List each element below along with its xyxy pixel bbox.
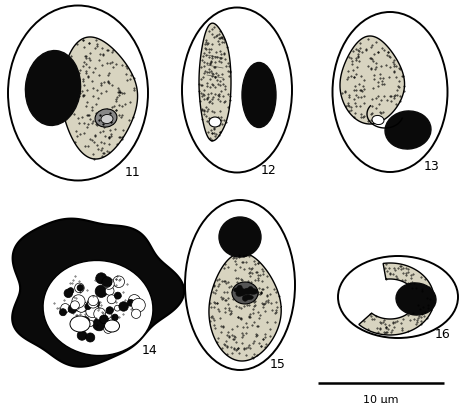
Ellipse shape xyxy=(338,256,458,338)
Polygon shape xyxy=(12,218,184,367)
Ellipse shape xyxy=(8,6,148,181)
Circle shape xyxy=(73,299,79,304)
Text: 16: 16 xyxy=(435,328,451,341)
Circle shape xyxy=(85,303,91,310)
Ellipse shape xyxy=(219,217,261,257)
Circle shape xyxy=(86,333,95,342)
Text: 12: 12 xyxy=(261,164,277,177)
Circle shape xyxy=(72,295,85,308)
Circle shape xyxy=(68,288,74,294)
Ellipse shape xyxy=(244,295,254,300)
Ellipse shape xyxy=(43,260,153,355)
Circle shape xyxy=(111,314,118,321)
Circle shape xyxy=(102,277,112,287)
Circle shape xyxy=(88,297,99,308)
Circle shape xyxy=(104,324,112,333)
Circle shape xyxy=(100,315,109,324)
Circle shape xyxy=(105,312,111,318)
Ellipse shape xyxy=(248,289,258,295)
Ellipse shape xyxy=(232,282,258,304)
Circle shape xyxy=(71,301,79,310)
Circle shape xyxy=(119,302,128,311)
Circle shape xyxy=(61,303,70,313)
Circle shape xyxy=(88,295,98,305)
Circle shape xyxy=(77,285,83,291)
Ellipse shape xyxy=(238,291,245,296)
Ellipse shape xyxy=(242,295,248,301)
Circle shape xyxy=(82,317,90,325)
Ellipse shape xyxy=(209,117,221,127)
Polygon shape xyxy=(62,37,137,159)
Circle shape xyxy=(132,303,138,310)
Circle shape xyxy=(131,309,141,318)
Text: 11: 11 xyxy=(125,166,141,179)
Text: 14: 14 xyxy=(142,343,158,357)
Circle shape xyxy=(74,283,84,293)
Circle shape xyxy=(105,287,114,295)
Ellipse shape xyxy=(237,285,242,290)
Circle shape xyxy=(59,309,66,316)
Ellipse shape xyxy=(236,291,243,297)
Circle shape xyxy=(77,330,87,340)
Circle shape xyxy=(107,295,116,304)
Text: 10 μm: 10 μm xyxy=(363,395,399,403)
Circle shape xyxy=(88,320,94,326)
Circle shape xyxy=(64,289,73,297)
Circle shape xyxy=(88,298,100,310)
Circle shape xyxy=(75,301,87,312)
Circle shape xyxy=(102,278,111,287)
Polygon shape xyxy=(340,36,404,124)
Ellipse shape xyxy=(240,289,247,295)
Polygon shape xyxy=(199,23,231,141)
Polygon shape xyxy=(209,253,281,361)
Circle shape xyxy=(68,305,77,313)
Polygon shape xyxy=(359,263,434,335)
Circle shape xyxy=(96,273,107,284)
Circle shape xyxy=(127,299,134,306)
Ellipse shape xyxy=(95,109,117,127)
Ellipse shape xyxy=(182,8,292,172)
Ellipse shape xyxy=(101,114,113,123)
Ellipse shape xyxy=(372,115,384,125)
Ellipse shape xyxy=(248,287,253,292)
Text: 13: 13 xyxy=(424,160,440,174)
Ellipse shape xyxy=(234,287,244,293)
Ellipse shape xyxy=(242,62,276,127)
Ellipse shape xyxy=(185,200,295,370)
Circle shape xyxy=(94,308,106,320)
Circle shape xyxy=(93,318,106,331)
Ellipse shape xyxy=(70,316,90,332)
Text: 15: 15 xyxy=(270,359,286,372)
Ellipse shape xyxy=(332,12,447,172)
Circle shape xyxy=(95,285,108,297)
Circle shape xyxy=(74,300,86,312)
Circle shape xyxy=(114,292,121,299)
Circle shape xyxy=(132,298,146,312)
Ellipse shape xyxy=(104,320,119,332)
Circle shape xyxy=(113,276,125,287)
Ellipse shape xyxy=(243,288,252,295)
Circle shape xyxy=(76,301,87,312)
Circle shape xyxy=(86,304,99,318)
Ellipse shape xyxy=(385,111,431,149)
Ellipse shape xyxy=(396,283,436,315)
Circle shape xyxy=(114,305,120,311)
Circle shape xyxy=(128,295,140,306)
Circle shape xyxy=(106,307,113,314)
Circle shape xyxy=(103,278,114,289)
Ellipse shape xyxy=(26,50,81,125)
